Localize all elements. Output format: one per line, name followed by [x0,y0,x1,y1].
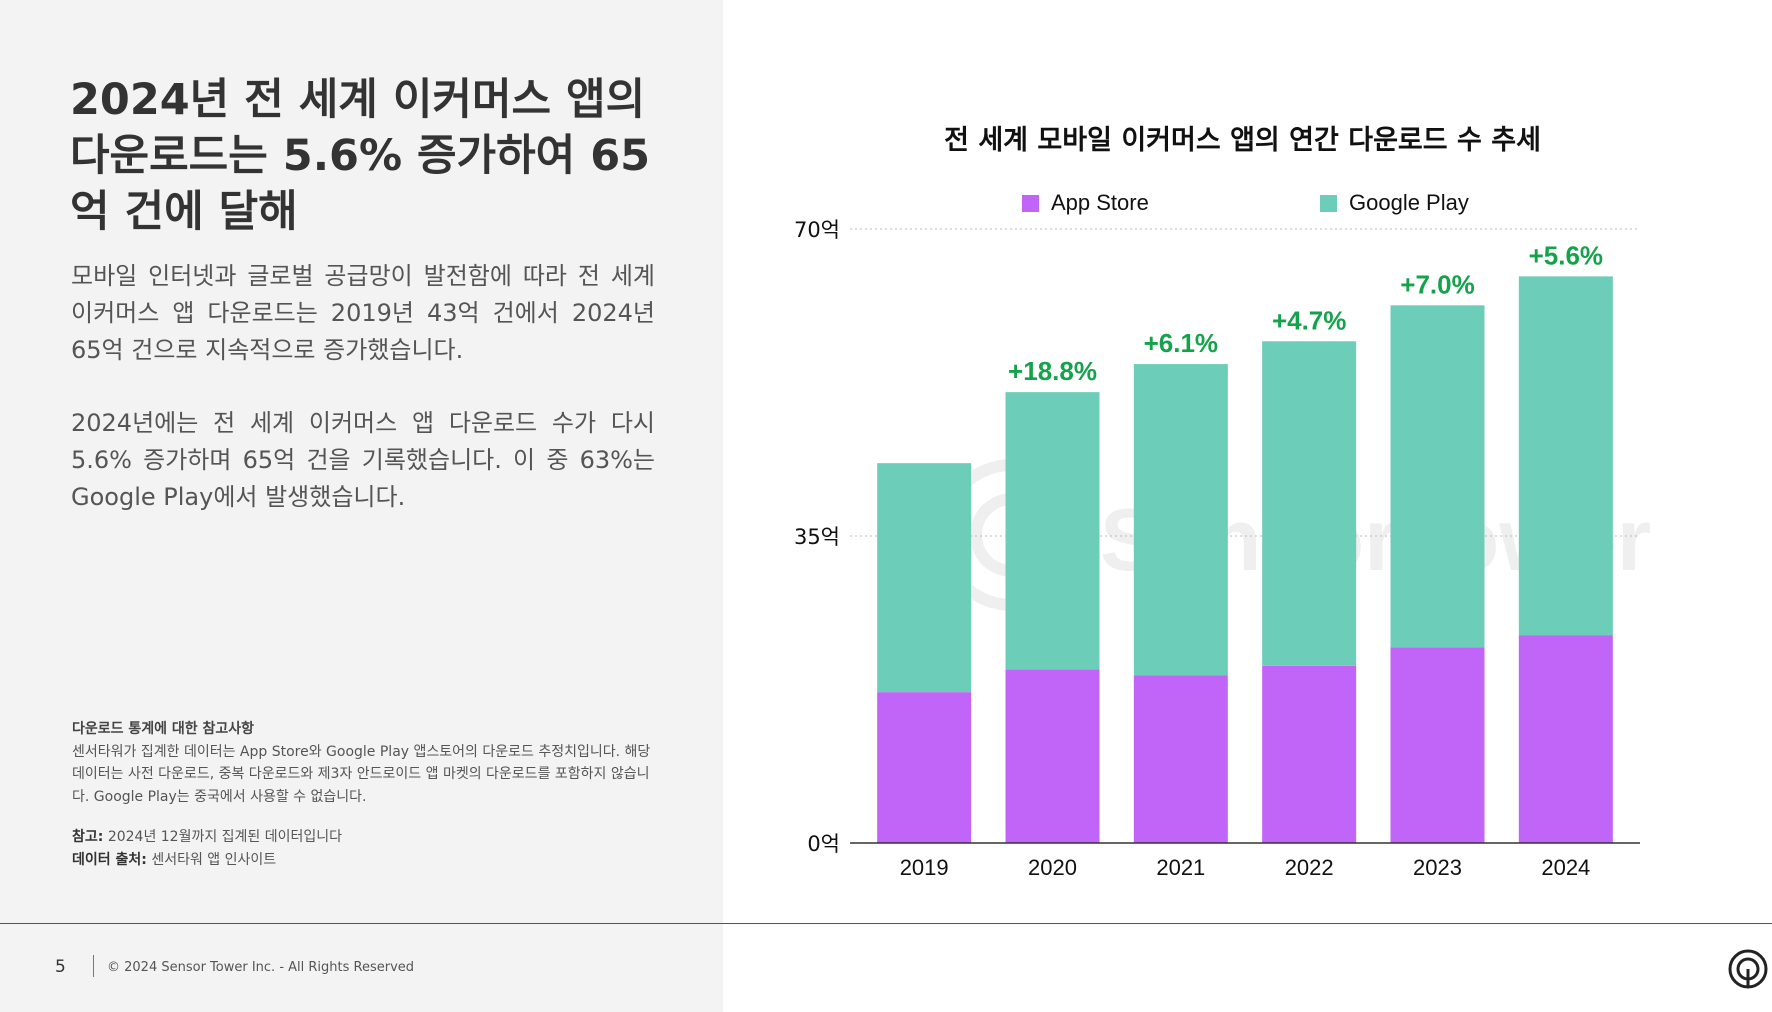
reference-label: 참고: [72,829,104,845]
bar-app-store [1390,647,1485,843]
bar-app-store [1518,635,1613,843]
legend-swatch-google-play [1320,194,1337,212]
y-tick-label: 35억 [794,525,840,549]
source-text: 센서타워 앱 인사이트 [151,851,277,868]
sensor-tower-logo-icon [1728,949,1768,989]
bar-app-store [877,692,972,843]
bar-google-play [1390,305,1485,648]
copyright-text: © 2024 Sensor Tower Inc. - All Rights Re… [107,960,415,975]
growth-label: +18.8% [1008,356,1097,386]
reference-line: 참고: 2024년 12월까지 집계된 데이터입니다 [72,826,658,849]
bar-app-store [1005,669,1100,843]
notes-section: 다운로드 통계에 대한 참고사항 센서타워가 집계한 데이터는 App Stor… [72,718,658,871]
legend-label-app-store: App Store [1051,190,1149,215]
growth-label: +6.1% [1144,328,1218,358]
notes-text: 센서타워가 집계한 데이터는 App Store와 Google Play 앱스… [72,743,651,805]
bar-google-play [1005,392,1100,670]
x-tick-label: 2021 [1156,855,1205,880]
y-tick-label: 0억 [807,832,840,856]
bar-google-play [877,463,972,693]
headline: 2024년 전 세계 이커머스 앱의 다운로드는 5.6% 증가하여 65억 건… [70,75,651,237]
footer-separator [93,955,94,977]
bar-google-play [1262,341,1357,666]
legend-google-play: Google Play [1320,190,1469,215]
growth-label: +7.0% [1400,269,1474,299]
growth-label: +4.7% [1272,305,1346,335]
growth-label: +5.6% [1529,240,1603,270]
legend-app-store: App Store [1022,190,1149,215]
bar-app-store [1262,665,1357,843]
footer-divider [0,923,1772,924]
left-panel [0,0,723,1012]
x-tick-label: 2020 [1028,855,1077,880]
bar-app-store [1133,675,1228,843]
legend-swatch-app-store [1022,194,1039,212]
x-tick-label: 2022 [1285,855,1334,880]
bar-google-play [1518,276,1613,636]
legend-label-google-play: Google Play [1349,190,1469,215]
notes-title: 다운로드 통계에 대한 참고사항 [72,721,255,737]
reference-text: 2024년 12월까지 집계된 데이터입니다 [107,829,343,845]
x-tick-label: 2023 [1413,855,1462,880]
page-number: 5 [55,957,66,977]
source-label: 데이터 출처: [72,851,147,868]
body-paragraph-2: 2024년에는 전 세계 이커머스 앱 다운로드 수가 다시 5.6% 증가하며… [71,409,655,511]
x-tick-label: 2024 [1541,855,1590,880]
body-paragraph-1: 모바일 인터넷과 글로벌 공급망이 발전함에 따라 전 세계 이커머스 앱 다운… [71,262,655,364]
chart-title: 전 세계 모바일 이커머스 앱의 연간 다운로드 수 추세 [944,125,1541,156]
y-tick-label: 70억 [794,218,840,242]
bar-google-play [1133,364,1228,676]
source-line: 데이터 출처: 센서타워 앱 인사이트 [72,849,658,872]
x-tick-label: 2019 [900,855,949,880]
